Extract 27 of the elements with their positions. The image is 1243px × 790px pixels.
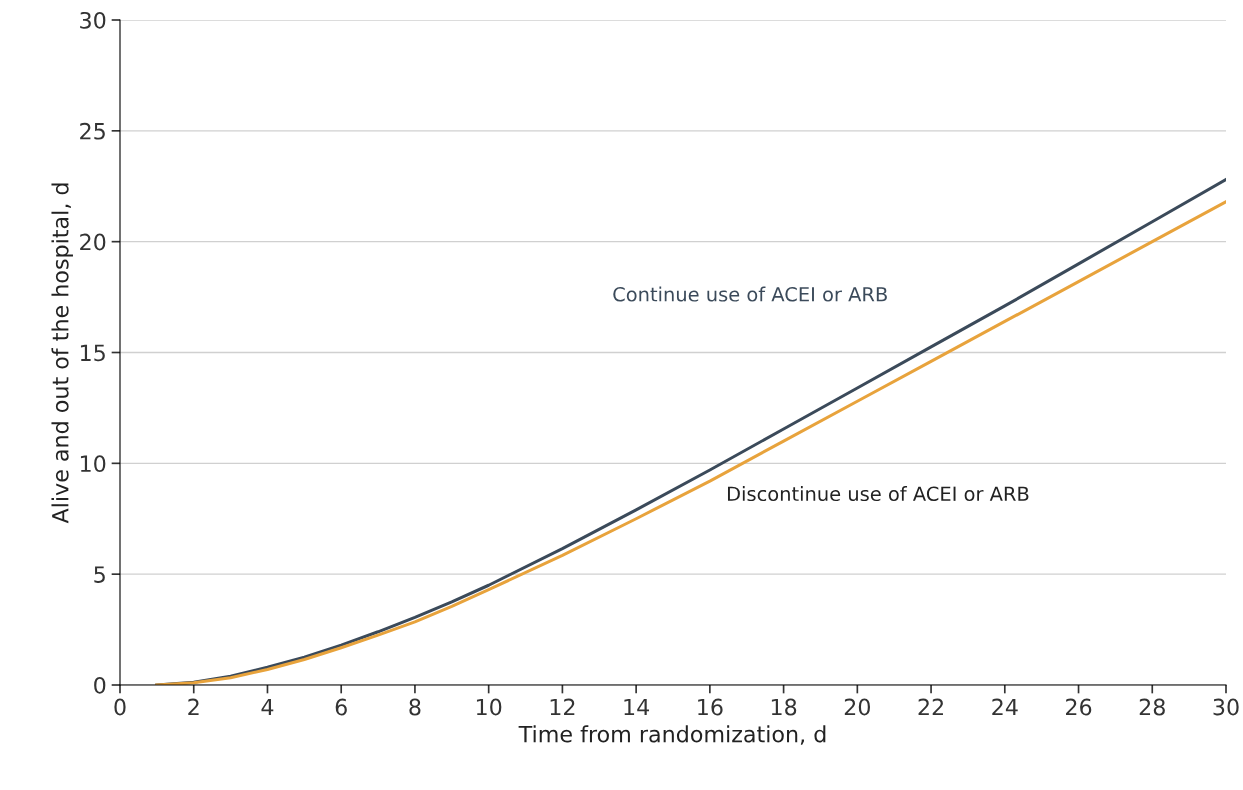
y-tick-label: 30 xyxy=(80,11,106,29)
text: Continue use of ACEI or ARB xyxy=(613,286,887,302)
x-tick-label: 6 xyxy=(335,698,347,716)
x-axis-title: Time from randomization, d xyxy=(518,725,826,745)
y-tick-label: 25 xyxy=(80,122,105,140)
x-tick-label: 4 xyxy=(261,698,274,716)
y-tick-label: 15 xyxy=(80,344,105,362)
x-tick-label: 18 xyxy=(771,698,797,716)
x-tick-label: 0 xyxy=(114,698,126,716)
y-tick-label: 0 xyxy=(94,676,106,694)
y-axis-title: Alive and out of the hospital, d xyxy=(51,183,73,524)
y-tick-label: 10 xyxy=(80,455,106,473)
x-tick-label: 14 xyxy=(624,698,650,716)
x-tick-label: 26 xyxy=(1066,698,1092,716)
x-tick-label: 28 xyxy=(1139,698,1165,716)
x-tick-label: 8 xyxy=(409,698,421,716)
x-tick-label: 12 xyxy=(550,698,575,716)
x-tick-label: 16 xyxy=(698,698,723,716)
x-tick-label: 20 xyxy=(844,698,870,716)
x-tick-label: 22 xyxy=(918,698,943,716)
y-tick-label: 5 xyxy=(94,566,105,583)
x-tick-label: 10 xyxy=(476,698,502,716)
y-tick-label: 20 xyxy=(80,233,106,251)
x-tick-label: 30 xyxy=(1213,698,1239,716)
x-tick-label: 2 xyxy=(188,698,199,716)
x-tick-label: 24 xyxy=(992,698,1018,716)
series-label: Discontinue use of ACEI or ARB xyxy=(728,486,1029,502)
